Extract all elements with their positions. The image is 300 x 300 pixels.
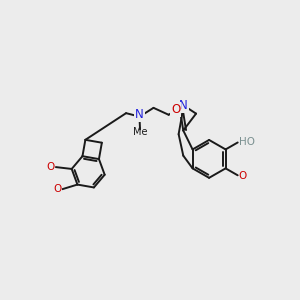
Text: O: O xyxy=(46,162,55,172)
Text: N: N xyxy=(179,99,188,112)
Text: HO: HO xyxy=(238,137,255,147)
Text: O: O xyxy=(171,103,181,116)
Text: O: O xyxy=(53,184,61,194)
Text: Me: Me xyxy=(133,127,147,137)
Text: O: O xyxy=(238,171,247,181)
Text: N: N xyxy=(135,108,144,121)
